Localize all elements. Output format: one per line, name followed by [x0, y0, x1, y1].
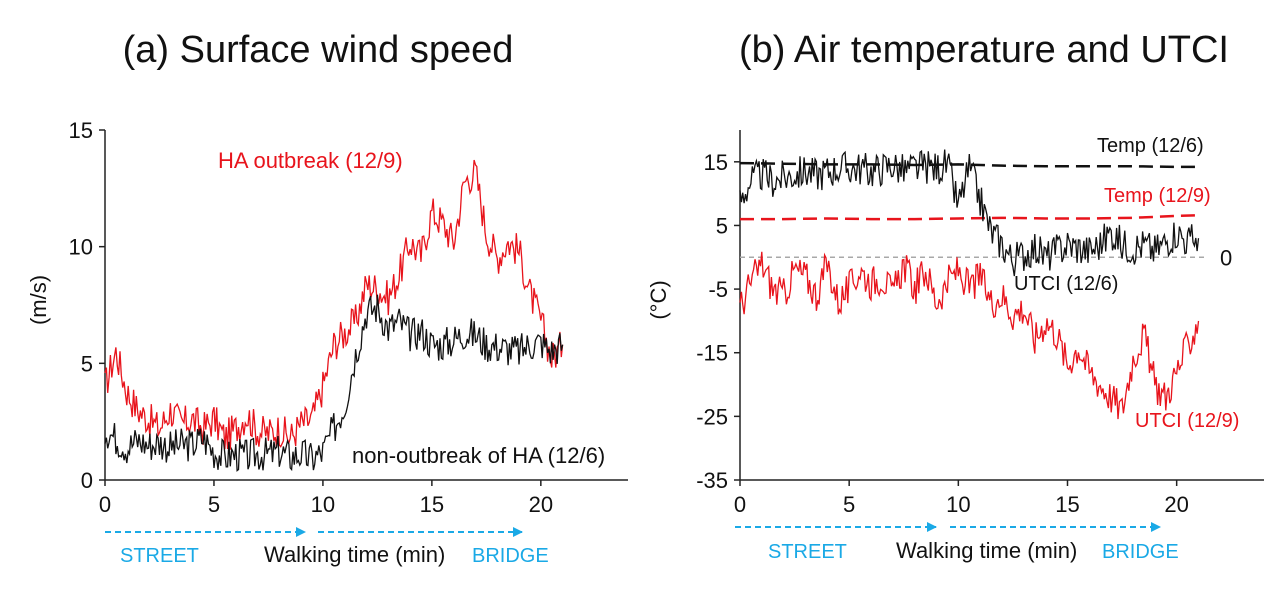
x-tick-label: 15: [1055, 492, 1079, 517]
series-annotation: non-outbreak of HA (12/6): [352, 443, 605, 468]
y-tick-label: 5: [81, 351, 93, 376]
series-annotation: Temp (12/9): [1104, 185, 1211, 207]
x-tick-label: 20: [1164, 492, 1188, 517]
panel-b-street-label: STREET: [768, 541, 847, 563]
panel-b-walking-label: Walking time (min): [896, 538, 1077, 563]
x-tick-label: 20: [529, 492, 553, 517]
series-line: [739, 149, 1200, 277]
series-line: [104, 159, 564, 450]
series-annotation: HA outbreak (12/9): [218, 148, 403, 173]
x-tick-label: 5: [208, 492, 220, 517]
y-tick-label: -35: [696, 468, 728, 493]
series-annotation: Temp (12/6): [1097, 135, 1204, 157]
zero-reference-label: 0: [1220, 245, 1232, 270]
x-tick-label: 0: [99, 492, 111, 517]
y-tick-label: 5: [716, 213, 728, 238]
x-tick-label: 10: [311, 492, 335, 517]
series-annotation: UTCI (12/6): [1014, 273, 1118, 295]
y-axis-label: (°C): [646, 280, 671, 319]
y-tick-label: 15: [69, 118, 93, 143]
series-line: [739, 251, 1200, 420]
panel-b-bridge-label: BRIDGE: [1102, 541, 1179, 563]
series-line: [739, 161, 1199, 169]
y-tick-label: 10: [69, 235, 93, 260]
panel-a-bridge-label: BRIDGE: [472, 545, 549, 567]
series-line: [104, 294, 564, 472]
y-tick-label: -15: [696, 341, 728, 366]
y-tick-label: 15: [704, 150, 728, 175]
panel-a-title: (a) Surface wind speed: [123, 29, 514, 71]
panel-a-walking-label: Walking time (min): [264, 542, 445, 567]
y-axis-label: (m/s): [26, 275, 51, 325]
y-tick-label: 0: [81, 468, 93, 493]
series-annotation: UTCI (12/9): [1135, 410, 1239, 432]
x-tick-label: 0: [734, 492, 746, 517]
panel-a-street-label: STREET: [120, 545, 199, 567]
panel-b-title: (b) Air temperature and UTCI: [739, 29, 1229, 71]
y-tick-label: -5: [708, 277, 728, 302]
y-tick-label: -25: [696, 404, 728, 429]
x-tick-label: 15: [420, 492, 444, 517]
series-line: [740, 214, 1199, 221]
chart-a: 0 5 10 15 0 5 10 15 20 (m/s) HA outbreak (12/9) non…: [26, 118, 628, 517]
x-tick-label: 5: [843, 492, 855, 517]
x-tick-label: 10: [946, 492, 970, 517]
chart-b: -35 -25 -15 -5 5 15 0 5 10 15 20 (°C) 0 Temp (12/6) Te…: [646, 130, 1264, 517]
